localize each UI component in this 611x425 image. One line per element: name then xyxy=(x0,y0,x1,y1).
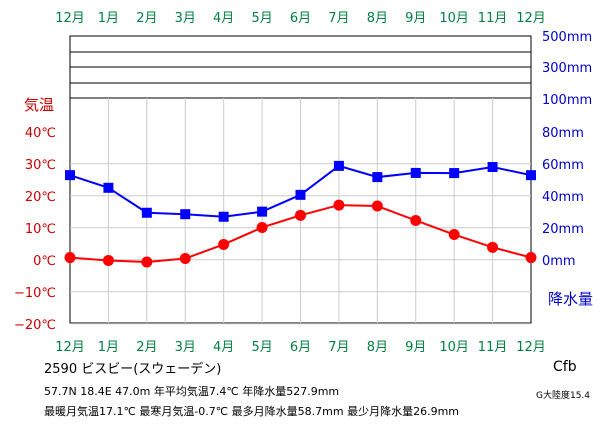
left-axis-label: 気温 xyxy=(24,96,54,114)
precipitation-marker xyxy=(141,207,152,218)
precipitation-marker xyxy=(65,170,75,181)
climate-class: Cfb xyxy=(553,359,577,375)
temperature-marker xyxy=(256,221,268,233)
right-tick-label: 0mm xyxy=(542,254,576,269)
precipitation-marker xyxy=(333,160,344,171)
precipitation-marker xyxy=(410,167,421,178)
precipitation-marker xyxy=(449,168,460,179)
month-label-top: 12月 xyxy=(55,11,85,26)
month-label-top: 5月 xyxy=(251,11,272,26)
left-tick-label: 40℃ xyxy=(25,126,56,141)
right-log-tick-label: 100mm xyxy=(542,93,592,108)
month-label-bottom: 9月 xyxy=(405,340,426,355)
left-tick-label: 10℃ xyxy=(25,222,56,237)
precipitation-marker xyxy=(103,182,114,193)
temperature-series xyxy=(64,199,537,268)
month-label-bottom: 2月 xyxy=(136,340,157,355)
month-label-top: 1月 xyxy=(98,11,119,26)
temperature-marker xyxy=(525,252,537,264)
station-summary-line2: 最暖月気温17.1℃ 最寒月気温-0.7℃ 最多月降水量58.7mm 最少月降水… xyxy=(44,405,459,418)
right-log-tick-label: 300mm xyxy=(542,61,592,76)
left-tick-label: 20℃ xyxy=(25,190,56,205)
temperature-marker xyxy=(371,200,383,212)
month-label-bottom: 3月 xyxy=(175,340,196,355)
month-label-top: 11月 xyxy=(478,11,508,26)
left-tick-label: 30℃ xyxy=(25,158,56,173)
left-tick-label: 0℃ xyxy=(33,254,56,269)
left-tick-label: −10℃ xyxy=(14,286,56,301)
month-label-top: 6月 xyxy=(290,11,311,26)
month-label-bottom: 6月 xyxy=(290,340,311,355)
precipitation-marker xyxy=(257,206,268,217)
temperature-marker xyxy=(179,253,191,265)
month-label-bottom: 12月 xyxy=(55,340,85,355)
month-label-top: 2月 xyxy=(136,11,157,26)
top-month-labels: 12月 1月 2月 3月 4月 5月 6月 7月 8月 9月 10月 11月 12月 xyxy=(55,11,546,26)
right-tick-label: 20mm xyxy=(542,222,584,237)
right-axis-label: 降水量 xyxy=(548,290,593,308)
month-label-bottom: 10月 xyxy=(439,340,469,355)
precipitation-marker xyxy=(180,209,191,220)
temperature-marker xyxy=(218,238,230,250)
continentality-index: G大陸度15.4 xyxy=(536,391,591,401)
month-label-top: 7月 xyxy=(328,11,349,26)
temperature-marker xyxy=(448,229,460,241)
precipitation-marker xyxy=(295,189,306,200)
precipitation-series xyxy=(65,160,536,222)
station-name: 2590 ビスビー(スウェーデン) xyxy=(44,362,222,377)
right-tick-label: 80mm xyxy=(542,126,584,141)
precipitation-marker xyxy=(372,172,383,183)
month-label-bottom: 5月 xyxy=(251,340,272,355)
left-axis-ticks: 40℃ 30℃ 20℃ 10℃ 0℃ −10℃ −20℃ xyxy=(14,126,56,333)
precipitation-marker xyxy=(487,162,498,172)
month-label-bottom: 12月 xyxy=(516,340,546,355)
month-label-bottom: 4月 xyxy=(213,340,234,355)
month-label-bottom: 1月 xyxy=(98,340,119,355)
month-label-top: 3月 xyxy=(175,11,196,26)
temperature-marker xyxy=(295,209,306,221)
right-tick-label: 60mm xyxy=(542,158,584,173)
station-summary-line1: 57.7N 18.4E 47.0m 年平均気温7.4℃ 年降水量527.9mm xyxy=(44,385,340,398)
temperature-marker xyxy=(410,214,422,226)
month-label-bottom: 7月 xyxy=(328,340,349,355)
precipitation-marker xyxy=(526,170,536,181)
right-tick-label: 40mm xyxy=(542,190,584,205)
month-label-top: 10月 xyxy=(439,11,469,26)
month-label-top: 9月 xyxy=(405,11,426,26)
precipitation-marker xyxy=(218,211,229,222)
temperature-marker xyxy=(102,254,114,266)
right-axis-ticks: 80mm 60mm 40mm 20mm 0mm 500mm 300mm 100mm xyxy=(542,30,592,269)
month-label-bottom: 11月 xyxy=(478,340,508,355)
right-log-tick-label: 500mm xyxy=(542,30,592,45)
bottom-month-labels: 12月 1月 2月 3月 4月 5月 6月 7月 8月 9月 10月 11月 12月 xyxy=(55,340,546,355)
month-label-top: 4月 xyxy=(213,11,234,26)
temperature-marker xyxy=(333,199,345,211)
temperature-marker xyxy=(64,252,76,264)
month-label-bottom: 8月 xyxy=(367,340,388,355)
left-tick-label: −20℃ xyxy=(14,318,56,333)
month-label-top: 8月 xyxy=(367,11,388,26)
temperature-marker xyxy=(487,241,499,253)
grid xyxy=(70,35,531,325)
month-label-top: 12月 xyxy=(516,11,546,26)
temperature-marker xyxy=(141,256,153,268)
